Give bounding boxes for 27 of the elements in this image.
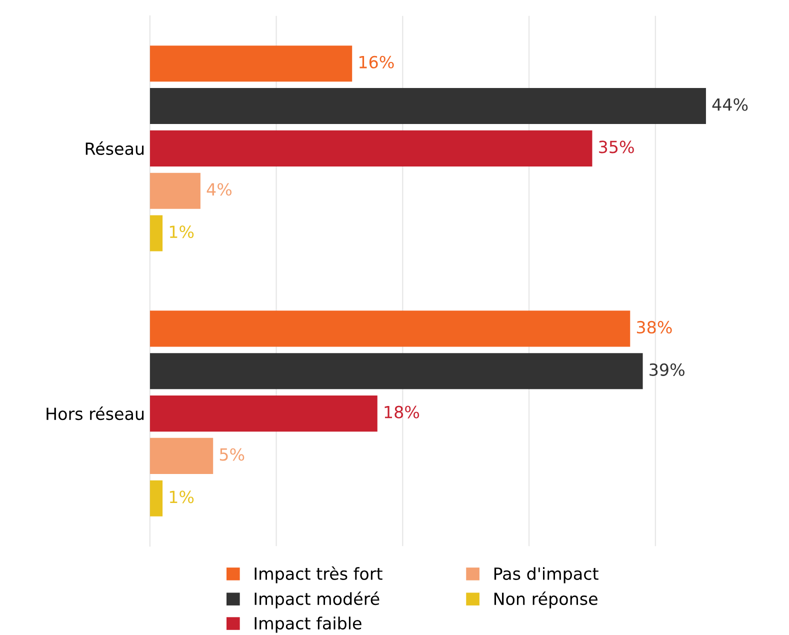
data-label: 1%	[170, 225, 194, 238]
data-label: 44%	[712, 98, 748, 111]
legend-label: Pas d'impact	[494, 567, 598, 584]
data-label: 39%	[650, 363, 684, 376]
bar	[150, 480, 163, 516]
bar	[150, 172, 200, 209]
data-label: 38%	[636, 320, 672, 334]
data-label: 1%	[170, 490, 194, 504]
legend-label: Impact très fort	[254, 566, 382, 584]
data-label: 16%	[360, 56, 394, 68]
legend-label: Impact faible	[254, 616, 362, 633]
legend-label: Non réponse	[494, 592, 598, 608]
bar	[150, 353, 643, 390]
data-label: 18%	[384, 406, 420, 418]
legend-label: Impact modéré	[254, 592, 380, 608]
bar	[150, 130, 592, 166]
data-label: 5%	[220, 448, 244, 461]
bar	[150, 215, 163, 252]
bar	[150, 310, 630, 347]
bar	[150, 438, 214, 474]
bar	[150, 88, 706, 124]
y-tick-label: Réseau	[86, 141, 144, 155]
bar	[150, 46, 352, 82]
bar	[150, 396, 378, 432]
data-label: 35%	[599, 140, 634, 154]
y-tick-label: Hors réseau	[46, 406, 144, 420]
data-label: 4%	[206, 183, 232, 196]
